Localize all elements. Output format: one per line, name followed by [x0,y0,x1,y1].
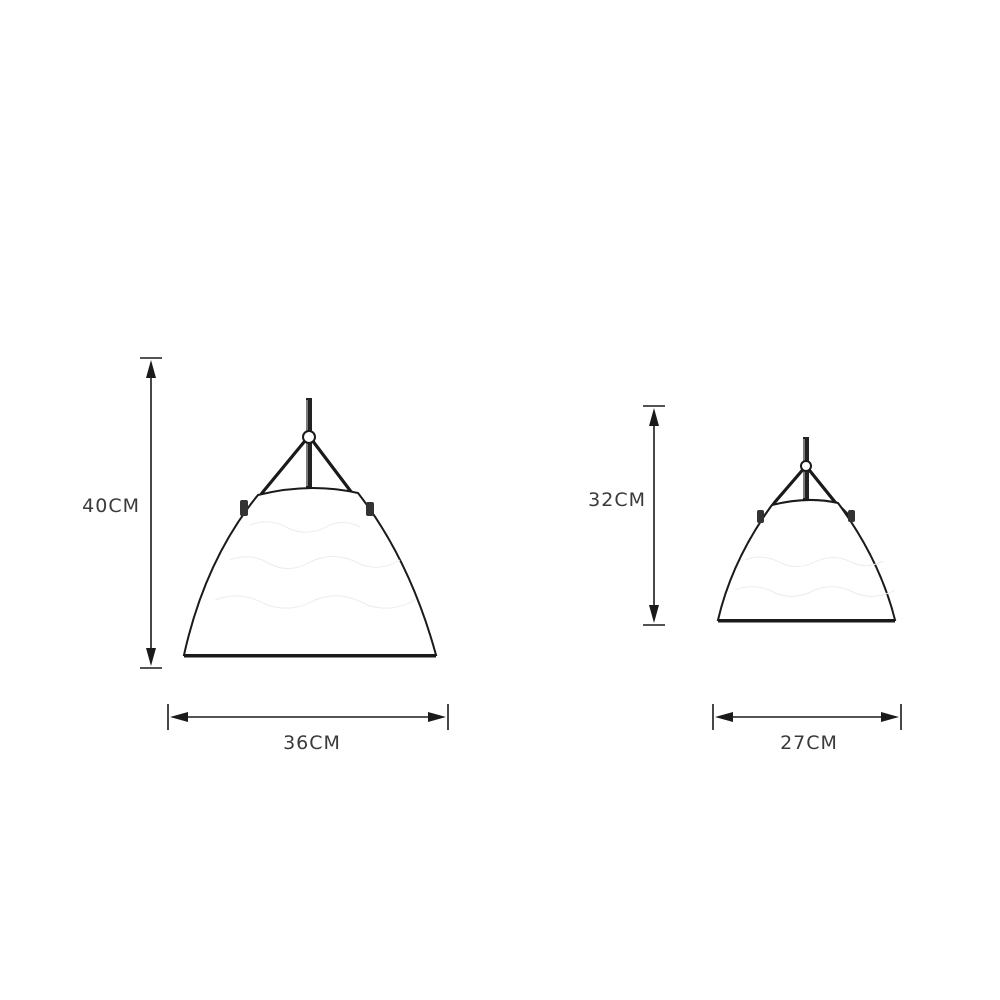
large-lamp-joint [302,430,316,444]
small-height-arrow-bottom [649,605,659,623]
large-lamp-right-buckle [366,502,374,516]
large-width-label: 36CM [283,732,341,754]
small-width-dimension: 27CM [712,704,902,754]
small-height-label: 32CM [588,489,646,511]
large-lamp-shade [182,486,438,656]
small-lamp-right-buckle [848,510,855,522]
large-height-arrow-top [146,360,156,378]
small-height-dimension: 32CM [588,405,665,626]
large-height-arrow-bottom [146,648,156,666]
small-lamp [716,437,897,623]
large-height-dimension: 40CM [82,357,162,669]
small-lamp-joint [800,460,812,472]
small-lamp-shade [716,498,897,621]
small-width-arrow-left [715,712,733,722]
large-width-arrow-left [170,712,188,722]
small-width-arrow-right [881,712,899,722]
small-width-label: 27CM [780,732,838,754]
small-lamp-left-buckle [757,510,764,523]
large-height-label: 40CM [82,495,140,517]
large-width-arrow-right [428,712,446,722]
large-lamp-left-buckle [240,500,248,516]
large-lamp [182,398,438,658]
small-height-arrow-top [649,408,659,426]
large-width-dimension: 36CM [167,704,449,754]
